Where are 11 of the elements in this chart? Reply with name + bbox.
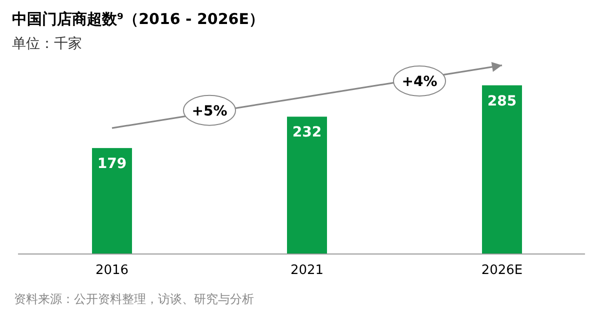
x-tick-label: 2016: [95, 263, 129, 278]
chart-subtitle: 单位：千家: [12, 36, 82, 52]
data-label: 285: [487, 93, 517, 110]
text: 资料来源：公开资料整理，访谈、研究与分析: [14, 292, 254, 306]
data-label: 232: [292, 124, 322, 141]
x-tick-label: 2026E: [481, 263, 523, 278]
annotation: +5%: [192, 103, 228, 120]
chart-title: 中国门店商超数⁹（2016 - 2026E）: [12, 10, 264, 28]
annotation: +4%: [402, 74, 438, 90]
x-tick-label: 2021: [290, 263, 324, 278]
data-label: 179: [97, 156, 127, 172]
